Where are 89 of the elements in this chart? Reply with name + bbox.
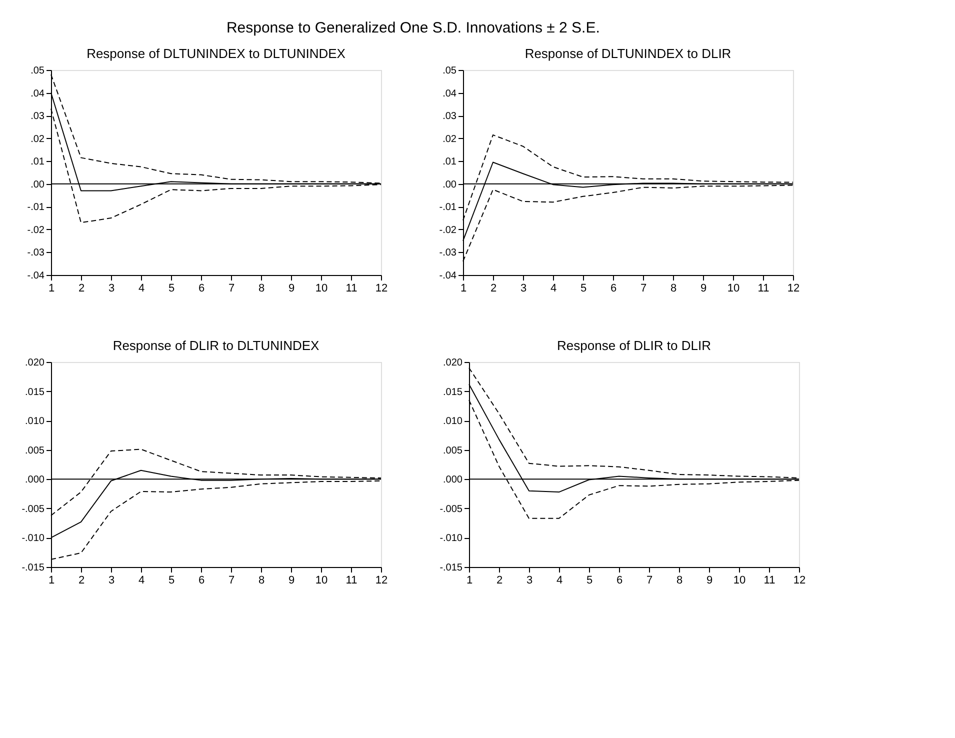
x-tick-label: 9 (706, 574, 713, 586)
x-tick-label: 10 (733, 574, 746, 586)
x-tick-label: 1 (48, 282, 55, 294)
y-tick-label: .05 (442, 66, 457, 76)
y-tick-label: -.04 (439, 270, 457, 282)
x-tick-label: 9 (700, 282, 707, 294)
x-tick-label: 6 (610, 282, 617, 294)
y-tick-label: .01 (442, 156, 457, 168)
x-tick-label: 4 (550, 282, 557, 294)
x-tick-label: 3 (108, 574, 115, 586)
x-tick-label: 5 (168, 282, 175, 294)
x-tick-label: 3 (108, 282, 115, 294)
y-tick-label: .015 (443, 386, 463, 398)
x-tick-label: 9 (288, 574, 295, 586)
chart-title: Response of DLTUNINDEX to DLTUNINDEX (86, 46, 346, 61)
y-tick-label: -.005 (440, 504, 463, 515)
x-tick-label: 12 (375, 282, 388, 294)
y-tick-label: .020 (443, 358, 463, 368)
x-tick-label: 12 (787, 282, 800, 294)
y-tick-label: .01 (30, 156, 45, 168)
y-tick-label: .02 (442, 134, 457, 145)
chart-title: Response of DLTUNINDEX to DLIR (524, 46, 732, 61)
y-tick-label: -.015 (22, 562, 45, 574)
x-tick-label: 10 (727, 282, 740, 294)
x-tick-label: 8 (670, 282, 677, 294)
x-tick-label: 2 (78, 574, 85, 586)
x-tick-label: 2 (78, 282, 85, 294)
x-tick-label: 2 (490, 282, 497, 294)
x-tick-label: 3 (526, 574, 533, 586)
y-tick-label: .00 (30, 179, 45, 190)
x-tick-label: 11 (758, 282, 770, 294)
x-tick-label: 8 (676, 574, 683, 586)
y-tick-label: .04 (30, 88, 45, 100)
x-tick-label: 4 (138, 574, 145, 586)
x-tick-label: 10 (315, 282, 328, 294)
y-tick-label: .015 (25, 386, 45, 398)
x-tick-label: 9 (288, 282, 295, 294)
text: Response to Generalized One S.D. Innovations ± 2 S.E. (226, 20, 600, 36)
x-tick-label: 11 (346, 574, 358, 586)
x-tick-label: 8 (258, 282, 265, 294)
y-tick-label: .05 (30, 66, 45, 76)
y-tick-label: .000 (25, 474, 45, 486)
x-tick-label: 6 (198, 282, 205, 294)
y-tick-label: .02 (30, 134, 45, 145)
x-tick-label: 6 (198, 574, 205, 586)
x-tick-label: 3 (520, 282, 527, 294)
y-tick-label: -.02 (439, 224, 457, 236)
x-tick-label: 5 (580, 282, 587, 294)
chart-title: Response of DLIR to DLIR (557, 338, 711, 353)
x-tick-label: 4 (556, 574, 563, 586)
y-tick-label: -.01 (27, 202, 45, 214)
y-tick-label: .000 (443, 474, 463, 486)
x-tick-label: 5 (168, 574, 175, 586)
y-tick-label: .03 (30, 111, 45, 122)
x-tick-label: 7 (640, 282, 647, 294)
x-tick-label: 7 (228, 574, 235, 586)
y-tick-label: .010 (25, 416, 45, 428)
y-tick-label: -.010 (22, 533, 45, 544)
y-tick-label: -.01 (439, 202, 457, 214)
y-tick-label: -.02 (27, 224, 45, 236)
y-tick-label: .04 (442, 88, 457, 100)
y-tick-label: -.04 (27, 270, 45, 282)
x-tick-label: 8 (258, 574, 265, 586)
x-tick-label: 6 (616, 574, 623, 586)
y-tick-label: .005 (443, 445, 463, 456)
x-tick-label: 1 (466, 574, 473, 586)
y-tick-label: -.03 (439, 248, 457, 259)
x-tick-label: 1 (48, 574, 55, 586)
y-tick-label: -.010 (440, 533, 463, 544)
x-tick-label: 12 (375, 574, 388, 586)
y-tick-label: .005 (25, 445, 45, 456)
chart-title: Response of DLIR to DLTUNINDEX (112, 338, 320, 353)
x-tick-label: 10 (315, 574, 328, 586)
y-tick-label: -.005 (22, 504, 45, 515)
x-tick-label: 7 (228, 282, 235, 294)
y-tick-label: .010 (443, 416, 463, 428)
x-tick-label: 1 (460, 282, 467, 294)
x-tick-label: 11 (346, 282, 358, 294)
y-tick-label: .020 (25, 358, 45, 368)
y-tick-label: -.015 (440, 562, 463, 574)
x-tick-label: 12 (793, 574, 806, 586)
x-tick-label: 11 (764, 574, 776, 586)
x-tick-label: 4 (138, 282, 145, 294)
x-tick-label: 7 (646, 574, 653, 586)
x-tick-label: 2 (496, 574, 503, 586)
y-tick-label: .03 (442, 111, 457, 122)
y-tick-label: -.03 (27, 248, 45, 259)
y-tick-label: .00 (442, 179, 457, 190)
x-tick-label: 5 (586, 574, 593, 586)
